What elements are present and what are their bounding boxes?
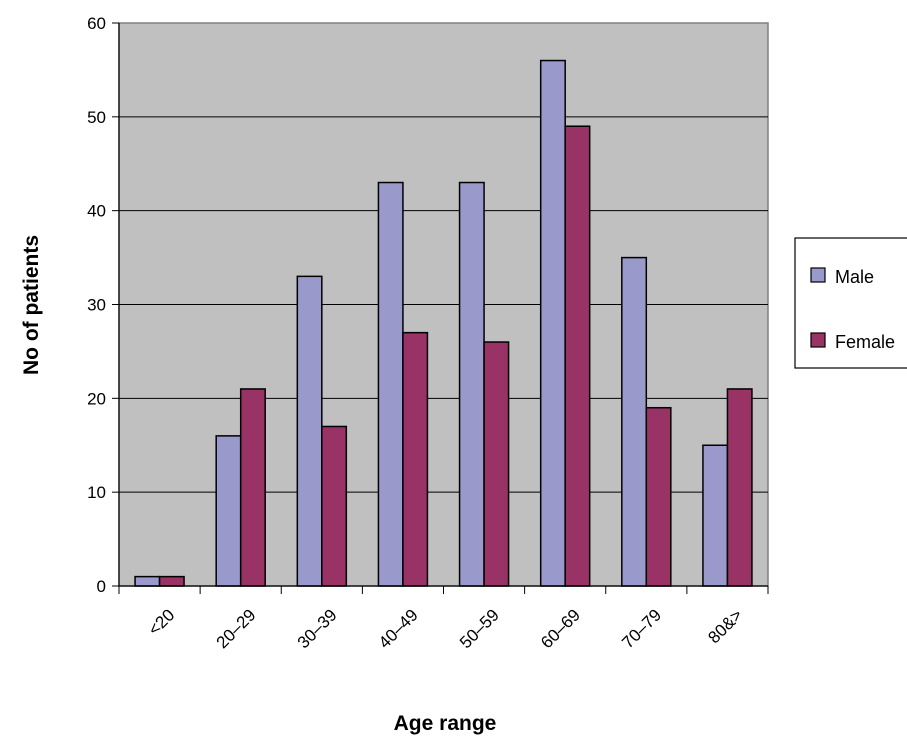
bar-male-1 [215,435,242,587]
bar-female-6 [645,406,672,587]
x-tick-label: <20 [145,605,179,639]
legend-swatch-female [810,332,826,348]
y-tick-label: 30 [87,296,106,315]
x-tick-label: 50–59 [456,605,503,652]
x-tick-labels: <20 20–29 30–39 40–49 50–59 60–69 70–79 80&> [145,605,747,652]
legend-label-female: Female [835,332,895,352]
y-axis-title: No of patients [20,235,43,375]
bar-female-7 [726,388,753,587]
bar-female-5 [564,125,591,587]
y-tick-label: 20 [87,389,106,408]
bar-male-7 [702,444,729,587]
y-tick-label: 40 [87,202,106,221]
x-tick-label: 60–69 [537,605,584,652]
x-tick-label: 20–29 [213,605,260,652]
bar-male-5 [539,59,566,587]
bar-male-3 [377,181,404,587]
x-tick-label: 80&> [704,605,746,647]
bar-male-0 [134,575,161,587]
bars [134,59,753,587]
bar-male-6 [621,256,648,587]
y-tick-label: 10 [87,483,106,502]
y-tick-label: 60 [87,14,106,33]
x-tick-label: 40–49 [375,605,422,652]
bar-female-0 [158,575,185,587]
y-tick-labels: 0 10 20 30 40 50 60 [87,14,106,596]
x-tick-label: 70–79 [618,605,665,652]
bar-female-3 [402,331,429,587]
x-axis-title: Age range [394,712,497,735]
legend-swatch-male [810,267,826,283]
axes [112,22,769,594]
bar-male-4 [458,181,485,587]
bar-female-2 [321,425,348,587]
legend: Male Female [794,237,907,369]
y-tick-label: 50 [87,108,106,127]
legend-label-male: Male [835,267,874,287]
bar-male-2 [296,275,323,587]
bar-female-1 [239,388,266,587]
x-tick-label: 30–39 [294,605,341,652]
y-tick-label: 0 [97,577,106,596]
bar-female-4 [483,341,510,587]
